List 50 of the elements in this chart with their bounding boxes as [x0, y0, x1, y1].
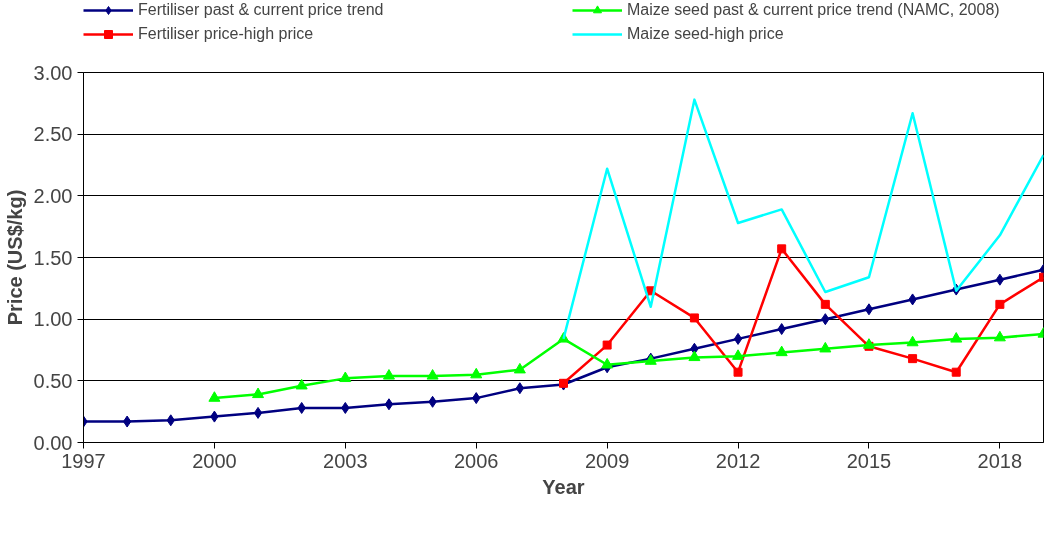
point — [995, 299, 1005, 309]
point — [602, 340, 612, 350]
point — [339, 371, 352, 383]
point — [122, 415, 132, 428]
y-tick-label: 1.50 — [33, 246, 73, 269]
legend-label: Fertiliser past & current price trend — [138, 1, 385, 19]
point — [775, 345, 788, 357]
y-tick-label: 2.50 — [33, 123, 73, 146]
point — [995, 273, 1005, 286]
legend-label: Maize seed past & current price trend (NAMC, 2008) — [627, 1, 1001, 19]
point — [470, 367, 483, 379]
x-tick-label: 2012 — [715, 449, 761, 472]
point — [601, 357, 614, 369]
x-tick-label: 2018 — [977, 449, 1023, 472]
point — [777, 244, 787, 254]
y-tick-label: 1.00 — [33, 308, 73, 331]
x-tick-label: 2003 — [323, 449, 368, 472]
point — [253, 406, 263, 419]
point — [820, 299, 830, 309]
point — [515, 382, 525, 395]
x-axis-title: Year — [542, 475, 585, 498]
legend-label: Fertiliser price-high price — [138, 25, 315, 43]
y-tick-label: 2.00 — [33, 184, 73, 207]
point — [733, 367, 743, 377]
point — [688, 350, 701, 362]
point — [950, 332, 963, 343]
point — [733, 332, 743, 345]
point — [382, 369, 395, 380]
point — [864, 303, 874, 316]
y-tick-label: 0.50 — [33, 369, 73, 392]
point — [993, 330, 1006, 342]
point — [819, 341, 832, 353]
point — [252, 387, 265, 399]
point — [906, 335, 919, 347]
x-tick-label: 2006 — [453, 449, 499, 472]
point — [295, 378, 308, 390]
point — [384, 398, 394, 411]
y-axis-title: Price (US$/kg) — [3, 189, 26, 326]
y-tick-label: 3.00 — [33, 61, 73, 84]
point — [426, 369, 439, 380]
point — [513, 362, 526, 374]
x-tick-label: 2009 — [584, 449, 630, 472]
point — [908, 354, 918, 364]
legend-label: Maize seed-high price — [627, 25, 785, 43]
x-tick-label: 2000 — [192, 449, 237, 472]
point — [732, 349, 745, 360]
point — [689, 313, 699, 323]
point — [208, 391, 221, 402]
point — [951, 367, 961, 377]
x-tick-label: 2015 — [846, 449, 892, 472]
